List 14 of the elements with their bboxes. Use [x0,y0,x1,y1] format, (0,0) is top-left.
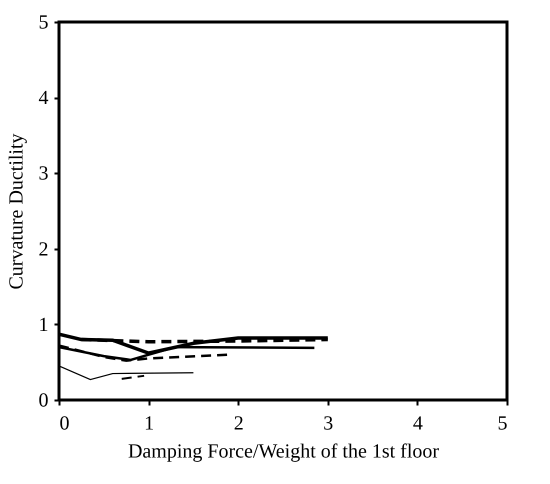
y-tick-label: 4 [38,87,48,110]
x-tick-label: 1 [144,412,154,434]
y-axis-title: Curvature Ductility [6,133,28,290]
x-tick-label: 0 [60,412,70,434]
x-tick-label: 2 [234,412,244,434]
x-tick-label: 4 [412,412,423,434]
x-tick-label: 5 [498,412,508,434]
y-tick-label: 1 [38,314,48,336]
x-axis-title: Damping Force/Weight of the 1st floor [128,440,440,462]
y-tick-label: 5 [38,12,48,34]
y-tick-label: 2 [38,238,48,260]
y-tick-label: 0 [38,390,48,412]
y-tick-label: 3 [38,162,48,185]
x-tick-label: 3 [323,412,334,434]
